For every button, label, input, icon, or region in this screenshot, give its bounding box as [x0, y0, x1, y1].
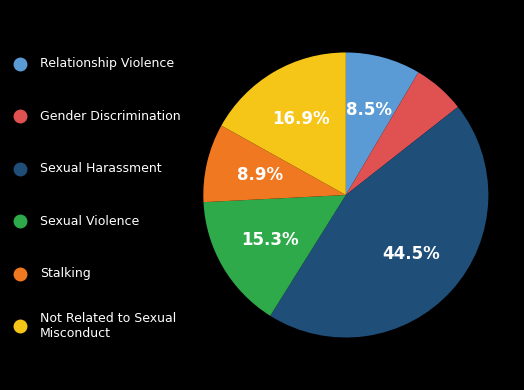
- Wedge shape: [221, 53, 346, 195]
- Wedge shape: [346, 53, 418, 195]
- Text: 16.9%: 16.9%: [272, 110, 330, 128]
- Text: Relationship Violence: Relationship Violence: [40, 57, 174, 71]
- Text: Sexual Harassment: Sexual Harassment: [40, 162, 162, 175]
- Text: Sexual Violence: Sexual Violence: [40, 215, 139, 228]
- Text: 8.9%: 8.9%: [237, 166, 283, 184]
- Text: 15.3%: 15.3%: [241, 231, 299, 249]
- Text: Stalking: Stalking: [40, 267, 91, 280]
- Wedge shape: [346, 72, 458, 195]
- Text: 8.5%: 8.5%: [346, 101, 392, 119]
- Text: 44.5%: 44.5%: [383, 245, 441, 263]
- Text: Not Related to Sexual
Misconduct: Not Related to Sexual Misconduct: [40, 312, 177, 340]
- Wedge shape: [203, 195, 346, 316]
- Wedge shape: [270, 107, 488, 337]
- Text: Gender Discrimination: Gender Discrimination: [40, 110, 181, 123]
- Wedge shape: [203, 126, 346, 202]
